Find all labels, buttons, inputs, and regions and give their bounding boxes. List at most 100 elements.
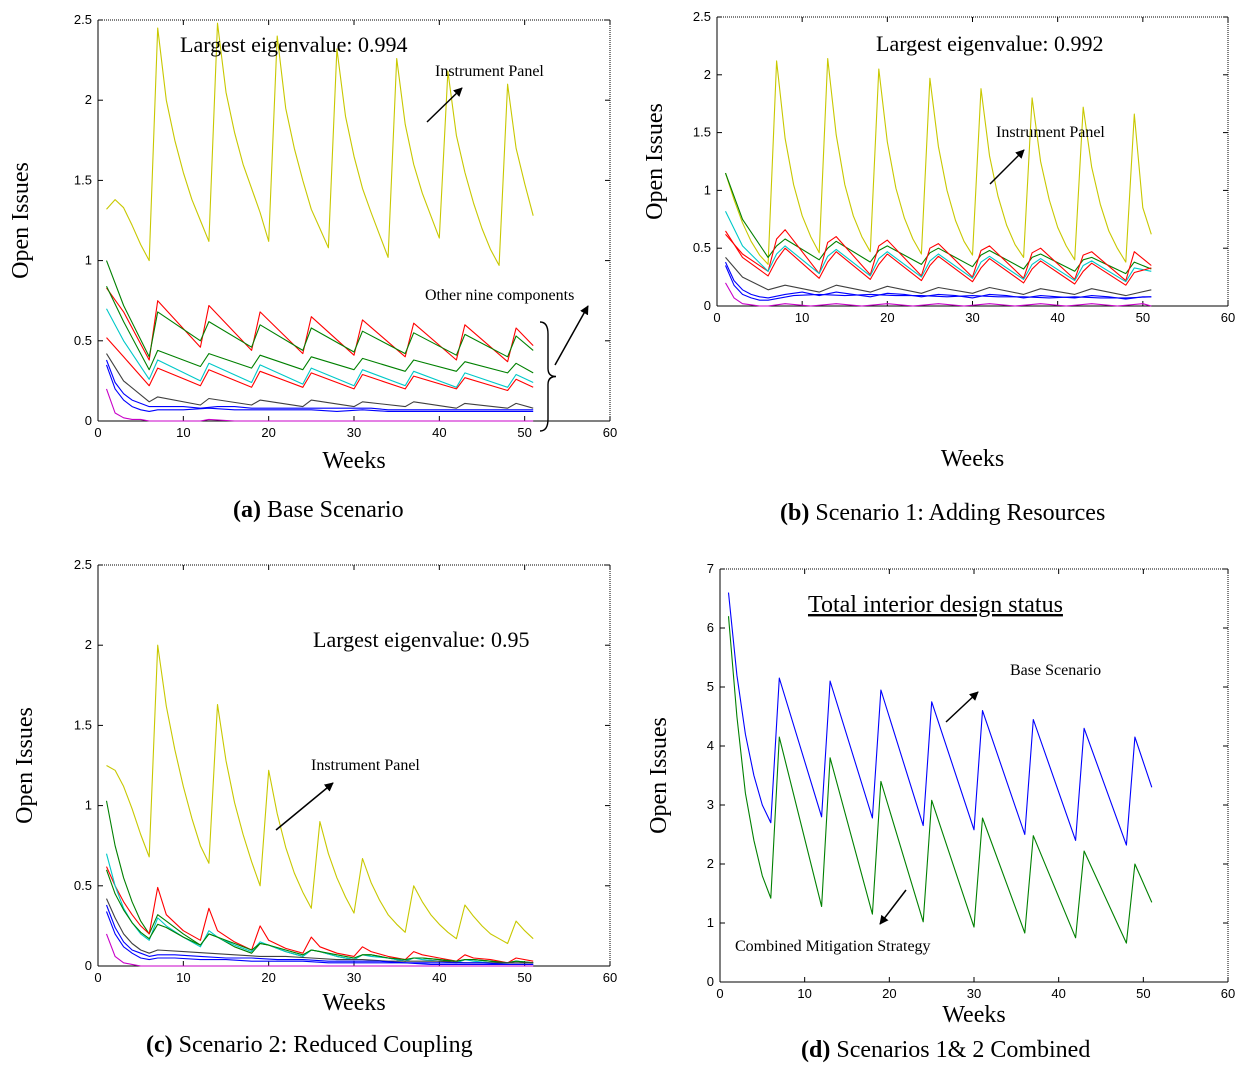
x-tick-label: 10 [176, 425, 190, 440]
annotation-arrow [426, 87, 463, 123]
x-tick-label: 40 [1051, 986, 1065, 1001]
y-tick-label: 2 [85, 637, 92, 652]
series-line-2 [105, 260, 534, 358]
y-tick-label: 1.5 [74, 717, 92, 732]
series-line-6 [105, 904, 534, 965]
x-tick-label: 20 [261, 970, 275, 985]
y-tick-label: 2.5 [74, 12, 92, 27]
x-tick-label: 30 [965, 310, 979, 325]
x-tick-label: 10 [797, 986, 811, 1001]
annotation-text: Instrument Panel [311, 757, 420, 774]
caption-b: (b) Scenario 1: Adding Resources [780, 500, 1106, 526]
x-tick-label: 60 [603, 970, 617, 985]
series-line-0 [106, 22, 534, 266]
y-tick-label: 0 [85, 413, 92, 428]
y-tick-label: 2.5 [693, 9, 711, 24]
x-axis-label: Weeks [942, 1002, 1005, 1028]
y-tick-label: 2 [707, 856, 714, 871]
caption-a: (a) Base Scenario [233, 497, 404, 523]
y-axis-label: Open Issues [12, 707, 38, 824]
annotation-text: Base Scenario [1010, 662, 1101, 679]
x-tick-label: 0 [94, 970, 101, 985]
series-line-4 [725, 230, 1152, 286]
x-tick-label: 60 [603, 425, 617, 440]
series-line-8 [725, 282, 1152, 307]
series-line-5 [106, 337, 534, 392]
series-line-8 [105, 933, 534, 967]
x-tick-label: 40 [432, 970, 446, 985]
x-tick-label: 20 [261, 425, 275, 440]
y-tick-label: 0.5 [693, 240, 711, 255]
x-tick-label: 0 [94, 425, 101, 440]
x-tick-label: 50 [517, 970, 531, 985]
y-tick-label: 2.5 [74, 557, 92, 572]
y-tick-label: 1 [85, 798, 92, 813]
x-tick-label: 30 [347, 970, 361, 985]
series-line-1 [106, 287, 534, 363]
x-tick-label: 40 [1050, 310, 1064, 325]
series-line-6 [106, 353, 534, 409]
series-line-1 [724, 172, 1152, 275]
x-tick-label: 10 [176, 970, 190, 985]
x-tick-label: 0 [716, 986, 723, 1001]
annotation-text: Total interior design status [808, 592, 1063, 618]
y-tick-label: 3 [707, 797, 714, 812]
y-tick-label: 0 [85, 958, 92, 973]
y-axis-label: Open Issues [642, 103, 668, 220]
x-axis-label: Weeks [322, 990, 385, 1016]
x-tick-label: 20 [882, 986, 896, 1001]
annotation-arrow [275, 782, 334, 831]
x-tick-label: 20 [880, 310, 894, 325]
y-tick-label: 1.5 [693, 125, 711, 140]
y-tick-label: 1.5 [74, 172, 92, 187]
x-tick-label: 40 [432, 425, 446, 440]
x-axis-label: Weeks [941, 446, 1004, 472]
y-tick-label: 1 [707, 915, 714, 930]
y-tick-label: 6 [707, 620, 714, 635]
y-tick-label: 0 [707, 974, 714, 989]
y-tick-label: 7 [707, 561, 714, 576]
x-tick-label: 30 [967, 986, 981, 1001]
annotation-arrow [554, 305, 589, 366]
y-axis-label: Open Issues [8, 162, 34, 279]
y-tick-label: 2 [704, 67, 711, 82]
series-line-1 [727, 616, 1153, 944]
series-line-9 [105, 388, 534, 422]
annotation-text: Instrument Panel [996, 124, 1105, 141]
annotation-arrow [879, 889, 907, 925]
series-line-7 [724, 265, 1152, 301]
series-line-0 [724, 58, 1152, 265]
series-line-4 [106, 308, 534, 388]
series-line-2 [105, 866, 534, 964]
x-tick-label: 60 [1221, 986, 1235, 1001]
annotation-arrow [945, 691, 979, 723]
series-line-3 [106, 286, 534, 374]
series-line-2 [725, 229, 1152, 282]
y-tick-label: 0.5 [74, 333, 92, 348]
x-tick-label: 50 [517, 425, 531, 440]
y-tick-label: 4 [707, 738, 714, 753]
y-tick-label: 0 [704, 298, 711, 313]
series-line-0 [727, 592, 1153, 846]
y-tick-label: 1 [85, 253, 92, 268]
annotation-text: Combined Mitigation Strategy [735, 938, 931, 955]
annotation-text: Other nine components [425, 287, 574, 304]
caption-d: (d) Scenarios 1& 2 Combined [801, 1037, 1091, 1063]
series-line-0 [106, 644, 534, 945]
x-axis-label: Weeks [322, 448, 385, 474]
x-tick-label: 50 [1136, 310, 1150, 325]
annotation-text: Instrument Panel [435, 63, 544, 80]
annotation-arrow [989, 149, 1025, 185]
brace-annotation [539, 321, 557, 432]
x-tick-label: 50 [1136, 986, 1150, 1001]
x-tick-label: 0 [713, 310, 720, 325]
series-line-4 [105, 869, 534, 964]
y-tick-label: 2 [85, 92, 92, 107]
annotation-text: Largest eigenvalue: 0.992 [876, 31, 1103, 56]
series-line-8 [105, 364, 534, 412]
series-line-7 [105, 911, 534, 965]
series-line-7 [105, 359, 534, 411]
